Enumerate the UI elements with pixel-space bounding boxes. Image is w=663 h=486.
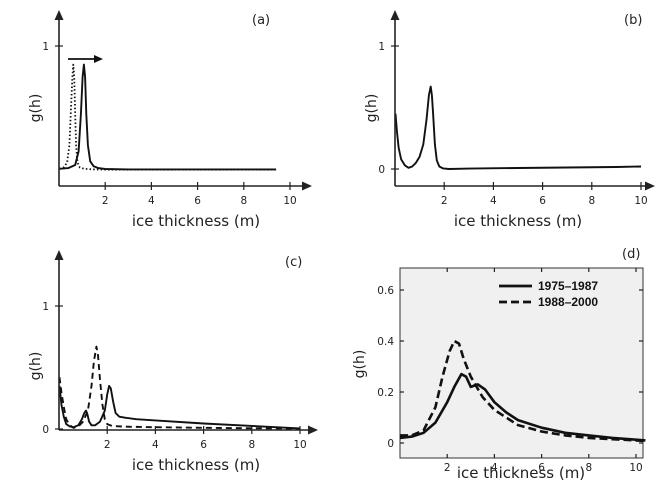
panel-a-x-tick-label: 8	[240, 195, 247, 207]
panel-c-ylabel: g(h)	[28, 352, 44, 381]
panel-c-x-tick-label: 2	[104, 439, 111, 451]
panel-d-y-tick-label: 0.4	[377, 336, 394, 348]
panel-d-series-1975-1987-line	[399, 372, 646, 442]
panel-b-x-tick-label: 8	[588, 195, 595, 207]
panel-b-y-tick-label: 0	[378, 164, 385, 176]
panel-a-x-tick-label: 2	[102, 195, 109, 207]
panel-c: (c) g(h) ice thickness (m) 2 4 6 8 10 0 1	[28, 250, 318, 474]
panel-a-arrow	[68, 55, 103, 63]
panel-b-x-tick-label: 2	[441, 195, 448, 207]
panel-c-series-solid-line	[58, 384, 301, 430]
panel-a-y-axis-arrowhead	[54, 10, 64, 20]
panel-a-x-axis-arrowhead	[302, 181, 312, 191]
panel-d-legend: 1975–1987 1988–2000	[499, 279, 598, 309]
panel-c-x-tick-label: 8	[248, 439, 255, 451]
panel-b-y-axis-arrowhead	[390, 10, 400, 20]
panel-a-x-tick-label: 10	[283, 195, 296, 207]
panel-b-x-tick-label: 4	[490, 195, 497, 207]
panel-b: (b) g(h) ice thickness (m) 2 4 6 8 10 0 1	[364, 10, 655, 230]
panel-b-x-tick-label: 10	[634, 195, 647, 207]
panel-c-y-tick-label: 0	[42, 424, 49, 436]
panel-a: (a) g(h) ice thickness (m) 2 4 6 8 10 1	[28, 10, 312, 230]
panel-a-series-solid-line	[59, 63, 277, 171]
panel-c-series-dashed-line	[58, 345, 301, 430]
panel-b-label: (b)	[624, 13, 642, 28]
panel-c-x-tick-label: 4	[152, 439, 159, 451]
panel-a-x-tick-label: 4	[148, 195, 155, 207]
panel-d: (d) g(h) ice thickness (m) 2 4 6 8 10 0 0.2 0.4…	[352, 247, 646, 482]
panel-d-y-tick-label: 0.2	[377, 387, 394, 399]
panel-b-ylabel: g(h)	[364, 94, 380, 123]
panel-c-x-tick-label: 6	[200, 439, 207, 451]
panel-d-label: (d)	[622, 247, 640, 262]
panel-c-y-tick-label: 1	[42, 301, 49, 313]
panel-c-label: (c)	[285, 255, 302, 270]
panel-a-xlabel: ice thickness (m)	[132, 212, 260, 230]
panel-a-x-tick-label: 6	[194, 195, 201, 207]
panel-d-y-tick-label: 0.6	[377, 285, 394, 297]
panel-d-x-tick-label: 4	[491, 462, 498, 474]
panel-d-frame	[399, 267, 644, 459]
panel-d-x-tick-label: 2	[444, 462, 451, 474]
panel-d-x-tick-label: 8	[585, 462, 592, 474]
panel-a-y-tick-label: 1	[42, 41, 49, 53]
panel-d-x-tick-label: 6	[538, 462, 545, 474]
panel-c-x-tick-label: 10	[293, 439, 306, 451]
panel-d-x-tick-label: 10	[629, 462, 642, 474]
panel-d-ylabel: g(h)	[352, 350, 368, 379]
panel-b-xlabel: ice thickness (m)	[454, 212, 582, 230]
legend-label-1975-1987: 1975–1987	[538, 279, 598, 293]
panel-c-x-axis-arrowhead	[308, 425, 318, 435]
panel-a-ylabel: g(h)	[28, 94, 44, 123]
panel-d-y-tick-label: 0	[387, 438, 394, 450]
panel-d-series-1988-2000-line	[400, 339, 646, 443]
panel-b-series-solid-line	[394, 85, 642, 170]
panel-b-y-tick-label: 1	[378, 41, 385, 53]
panel-b-x-tick-label: 6	[539, 195, 546, 207]
panel-d-xlabel: ice thickness (m)	[457, 464, 585, 482]
panel-c-xlabel: ice thickness (m)	[132, 456, 260, 474]
panel-b-x-axis-arrowhead	[645, 181, 655, 191]
legend-label-1988-2000: 1988–2000	[538, 295, 598, 309]
panel-c-y-axis-arrowhead	[54, 250, 64, 260]
panel-a-label: (a)	[252, 13, 270, 28]
panel-a-series-dotted-line	[59, 63, 277, 171]
